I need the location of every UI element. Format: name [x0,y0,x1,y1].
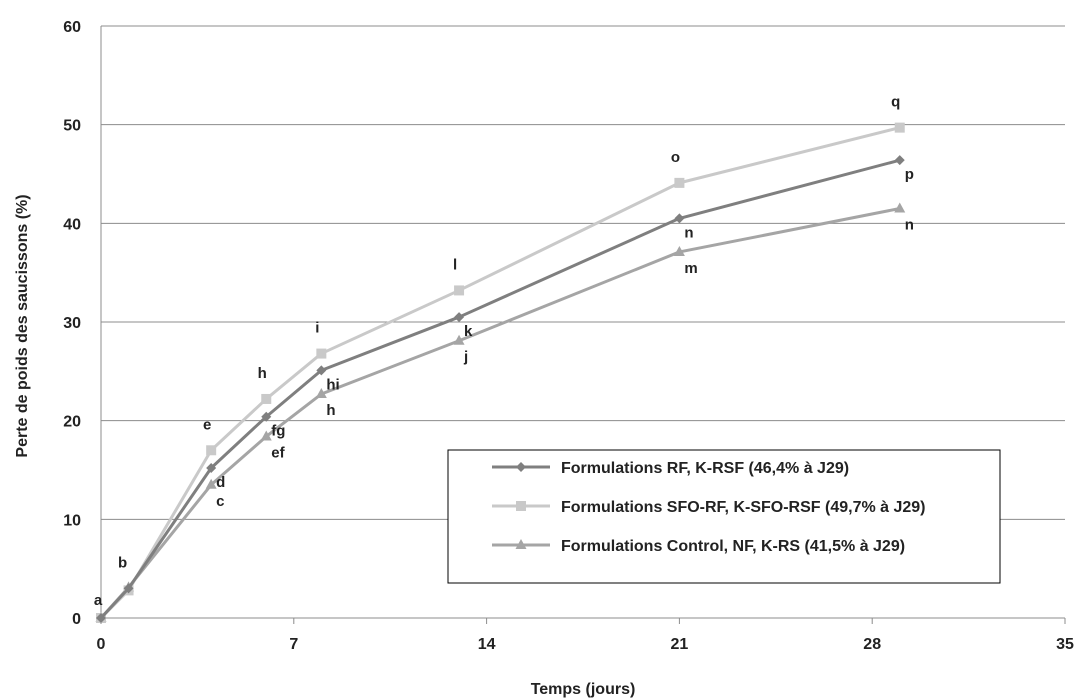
legend-entry-2: Formulations SFO-RF, K-SFO-RSF (49,7% à … [492,499,926,516]
data-point [894,155,905,166]
gridlines [101,25,1065,520]
point-label: k [464,323,473,340]
point-label: d [216,474,225,491]
data-point [123,583,134,594]
point-label: c [216,493,224,510]
x-tick-label: 0 [97,636,106,653]
legend-label: Formulations RF, K-RSF (46,4% à J29) [561,460,849,477]
data-point [894,122,905,133]
x-tick-label: 7 [289,636,298,653]
point-label: m [684,260,697,277]
legend-entry-3: Formulations Control, NF, K-RS (41,5% à … [492,538,905,555]
x-tick-label: 21 [671,636,689,653]
data-point [894,202,906,213]
point-label: l [453,256,457,273]
legend-marker [516,462,526,472]
data-point [316,348,327,359]
legend-box [447,449,1001,584]
data-point [316,365,327,376]
y-tick-label: 50 [63,118,81,135]
data-point [261,393,272,404]
data-point [673,245,685,256]
point-label: q [891,94,900,111]
point-label: n [684,224,693,241]
data-point [454,312,465,323]
point-label: ef [271,444,285,461]
legend-marker [515,539,527,549]
point-label: n [905,217,914,234]
point-label: e [203,416,211,433]
legend-label: Formulations Control, NF, K-RS (41,5% à … [561,538,905,555]
legend-marker-shape [515,539,527,549]
data-point [206,445,217,456]
x-tick-label: 35 [1056,636,1074,653]
y-tick-label: 10 [63,512,81,529]
point-label: h [326,402,335,419]
data-point [206,463,217,474]
y-tick-label: 60 [63,19,81,36]
y-tick-labels: 0 10 20 30 40 50 60 [63,19,81,628]
data-point [96,613,106,623]
point-label: i [315,320,319,337]
series-1 [96,155,905,623]
axes [100,26,1066,624]
series-line [99,158,901,620]
point-label: h [258,365,267,382]
point-label: j [463,349,468,366]
data-point [674,213,685,224]
legend-marker [516,501,526,511]
point-label: a [94,592,103,609]
data-point [260,430,272,441]
data-point [454,285,465,296]
x-tick-label: 14 [478,636,496,653]
legend-marker-shape [516,501,526,511]
legend-entry-1: Formulations RF, K-RSF (46,4% à J29) [492,460,849,477]
data-point [315,388,327,399]
data-point [453,334,465,345]
data-point [205,478,217,489]
point-label: p [905,166,914,183]
y-tick-label: 40 [63,216,81,233]
point-label: o [671,149,680,166]
data-point [674,177,685,188]
y-tick-label: 20 [63,414,81,431]
point-label: fg [271,423,285,440]
point-label: b [118,554,127,571]
legend: Formulations RF, K-RSF (46,4% à J29) For… [447,449,1001,584]
data-point [261,411,272,422]
x-axis-title: Temps (jours) [531,681,636,698]
legend-label: Formulations SFO-RF, K-SFO-RSF (49,7% à … [561,499,926,516]
legend-marker-shape [516,462,526,472]
y-axis-title: Perte de poids des saucissons (%) [14,194,31,457]
x-tick-label: 28 [863,636,881,653]
x-tick-labels: 0 7 14 21 28 35 [97,636,1074,653]
point-label: hi [326,376,339,393]
y-tick-label: 30 [63,315,81,332]
series-layer [95,122,906,623]
y-tick-label: 0 [72,611,81,628]
